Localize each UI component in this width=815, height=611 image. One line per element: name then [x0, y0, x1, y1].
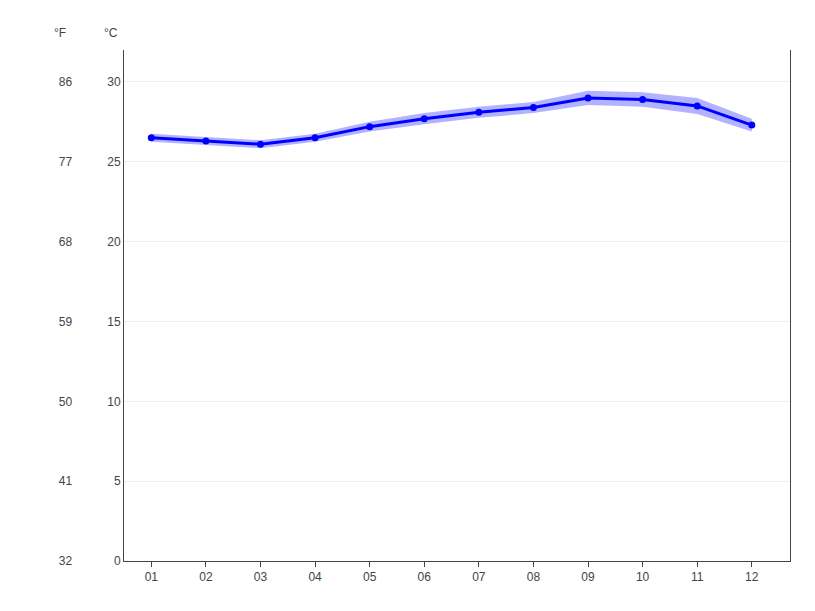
svg-text:06: 06 [418, 570, 432, 584]
svg-text:30: 30 [107, 75, 121, 89]
svg-text:50: 50 [59, 395, 73, 409]
svg-text:08: 08 [527, 570, 541, 584]
svg-text:04: 04 [308, 570, 322, 584]
svg-text:20: 20 [107, 235, 121, 249]
svg-text:10: 10 [107, 395, 121, 409]
svg-text:5: 5 [114, 474, 121, 488]
svg-text:07: 07 [472, 570, 486, 584]
svg-text:10: 10 [636, 570, 650, 584]
svg-text:25: 25 [107, 155, 121, 169]
svg-text:12: 12 [745, 570, 759, 584]
svg-text:°C: °C [104, 26, 118, 40]
svg-text:15: 15 [107, 315, 121, 329]
svg-text:0: 0 [114, 554, 121, 568]
svg-text:09: 09 [581, 570, 595, 584]
svg-text:32: 32 [59, 554, 73, 568]
svg-text:°F: °F [54, 26, 66, 40]
svg-text:03: 03 [254, 570, 268, 584]
svg-text:02: 02 [199, 570, 213, 584]
svg-text:59: 59 [59, 315, 73, 329]
svg-text:68: 68 [59, 235, 73, 249]
svg-text:01: 01 [145, 570, 159, 584]
svg-text:41: 41 [59, 474, 73, 488]
svg-text:77: 77 [59, 155, 73, 169]
svg-text:05: 05 [363, 570, 377, 584]
svg-text:11: 11 [691, 570, 704, 584]
svg-text:86: 86 [59, 75, 73, 89]
